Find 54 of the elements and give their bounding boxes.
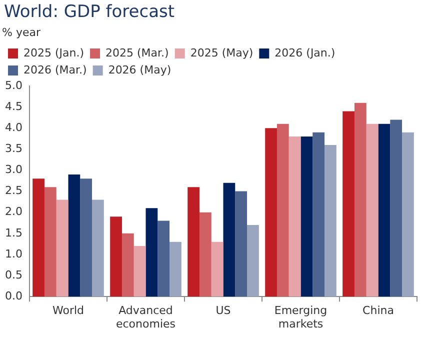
y-tick-label: 0.0 [4, 289, 22, 302]
bar [288, 136, 301, 297]
y-tick-label: 4.5 [4, 100, 22, 113]
y-tick-label: 4.0 [4, 120, 22, 134]
x-tick-label: Advanced economies [116, 304, 176, 330]
bar [265, 128, 277, 297]
bar [342, 111, 354, 297]
legend-label: 2026 (May) [108, 63, 172, 76]
bar [366, 124, 378, 297]
bar [235, 191, 248, 297]
legend-label: 2025 (Mar.) [106, 46, 169, 60]
bar [378, 124, 390, 297]
y-tick-label: 2.5 [4, 184, 22, 198]
bar [80, 178, 92, 297]
legend-label: 2026 (Mar.) [24, 63, 87, 76]
bar [199, 212, 212, 297]
bar [158, 220, 170, 297]
bar [92, 200, 104, 297]
x-tick-label: World [52, 304, 84, 318]
x-tick-label: Emerging markets [274, 304, 328, 330]
bar [247, 224, 259, 297]
y-tick-label: 3.5 [4, 142, 22, 156]
bar [44, 187, 56, 297]
bar [56, 200, 68, 297]
y-axis-title: % year [2, 26, 40, 39]
bar [170, 242, 182, 297]
y-tick-label: 0.5 [4, 268, 22, 282]
bar [122, 233, 134, 297]
bar [134, 246, 146, 297]
bar [223, 182, 236, 297]
y-tick-label: 5.0 [4, 78, 22, 92]
bar [390, 120, 402, 297]
bar [300, 136, 313, 297]
y-tick-label: 3.0 [4, 163, 22, 176]
bar [402, 132, 414, 297]
legend-label: 2025 (May) [190, 46, 254, 60]
bar [110, 216, 122, 297]
x-tick-label: China [362, 304, 394, 318]
legend-label: 2026 (Jan.) [274, 46, 336, 60]
legend-label: 2025 (Jan.) [24, 46, 84, 60]
bar [68, 174, 80, 297]
bar [211, 242, 224, 297]
bar [312, 132, 325, 297]
chart-title: World: GDP forecast [4, 2, 175, 22]
y-tick-label: 1.0 [4, 247, 22, 260]
bar [276, 124, 289, 297]
y-tick-label: 2.0 [4, 205, 22, 218]
x-tick-label: US [216, 304, 231, 318]
bar [32, 178, 44, 297]
bar [146, 208, 158, 297]
bar [354, 102, 366, 297]
bar [188, 187, 200, 297]
y-tick-label: 1.5 [4, 226, 22, 240]
bar [324, 144, 336, 297]
